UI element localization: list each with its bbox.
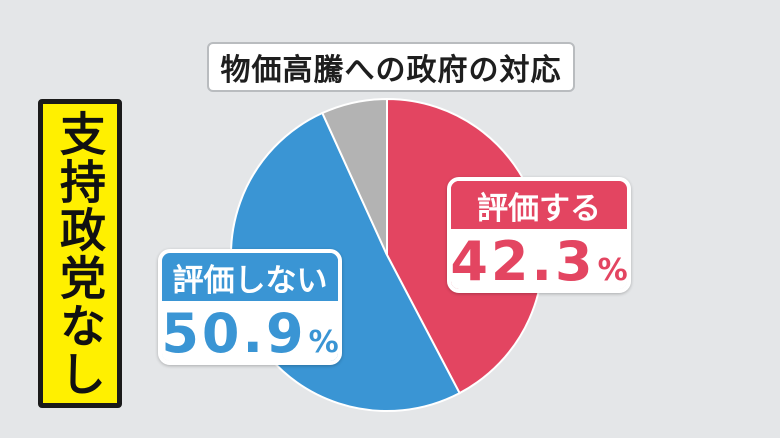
- callout-approve-value-box: 42.3%: [450, 229, 628, 293]
- chart-title: 物価高騰への政府の対応: [207, 42, 575, 92]
- callout-disapprove-label: 評価しない: [162, 253, 338, 301]
- callout-disapprove-value-box: 50.9%: [161, 301, 339, 365]
- group-label-box: 支持政党なし: [38, 99, 122, 408]
- group-label: 支持政党なし: [53, 109, 107, 398]
- callout-approve-label: 評価する: [451, 181, 627, 229]
- callout-approve-value: 42.3: [450, 230, 596, 293]
- callout-disapprove-percent-sign: %: [308, 325, 339, 360]
- callout-disapprove: 評価しない 50.9%: [158, 249, 342, 365]
- pie-slice-other: [321, 97, 388, 256]
- callout-approve: 評価する 42.3%: [447, 177, 631, 293]
- callout-disapprove-value: 50.9: [161, 302, 307, 365]
- callout-approve-percent-sign: %: [597, 253, 628, 288]
